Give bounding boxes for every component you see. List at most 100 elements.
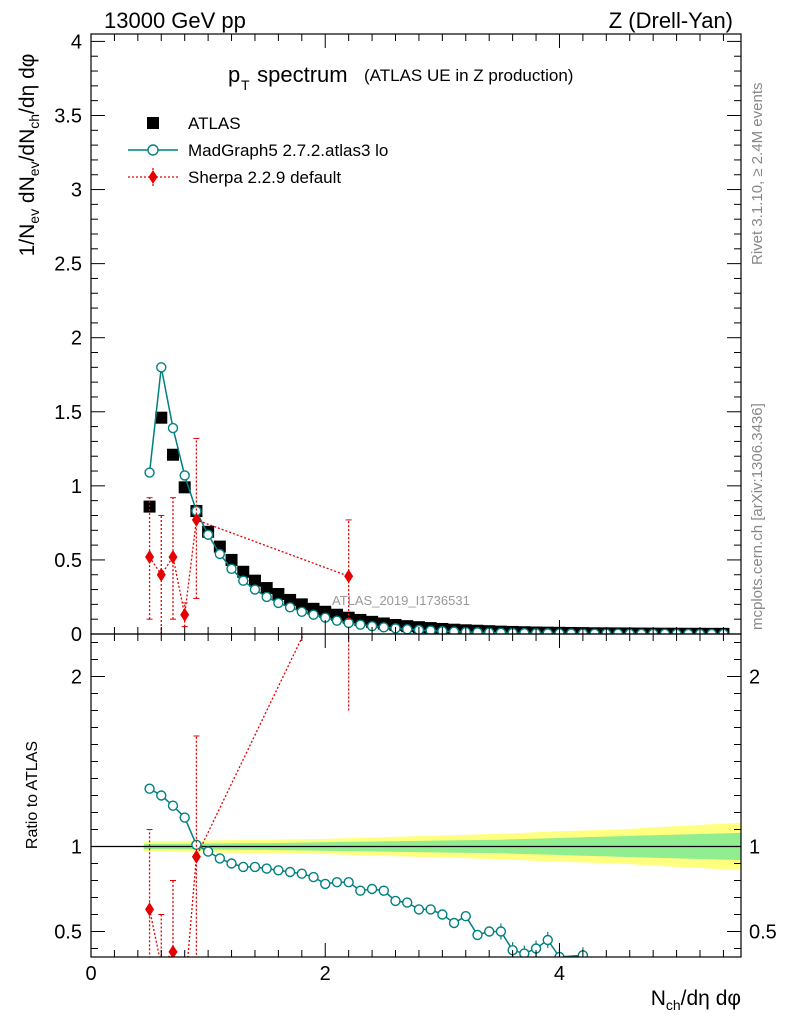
title-p: p xyxy=(228,62,240,87)
main-ylabel-sub2: ev xyxy=(26,161,42,176)
atlas-point xyxy=(295,598,308,611)
madgraph-ratio-point xyxy=(167,800,179,811)
atlas-point xyxy=(225,553,238,566)
main-ytick-label: 3 xyxy=(71,180,82,202)
madgraph-point xyxy=(167,422,179,434)
madgraph-ratio-point xyxy=(214,853,226,864)
madgraph-point xyxy=(273,597,284,609)
energy-label: 13000 GeV pp xyxy=(104,8,246,33)
xtick-label: 4 xyxy=(554,963,565,985)
sherpa-point xyxy=(180,607,190,622)
sherpa-point xyxy=(145,549,155,564)
madgraph-point xyxy=(343,617,354,629)
atlas-point xyxy=(248,574,261,587)
madgraph-ratio-point xyxy=(343,877,354,888)
legend-atlas-marker xyxy=(147,117,159,129)
sherpa-ratio-point xyxy=(180,987,189,1001)
main-axes: 0 0.5 1 1.5 2 2.5 3 3.5 4 xyxy=(54,31,742,646)
main-ylabel: 1/Nev dNev/dNch/dη dφ xyxy=(16,54,42,257)
sherpa-point xyxy=(191,512,201,527)
madgraph-point xyxy=(226,563,237,575)
ratio-ytick-label-right: 1 xyxy=(749,837,760,859)
madgraph-ratio-line xyxy=(149,788,583,957)
madgraph-point xyxy=(355,619,366,630)
madgraph-ratio-point xyxy=(226,858,237,869)
main-ylabel-part1: 1/N xyxy=(16,224,39,257)
madgraph-ratio-point xyxy=(378,885,389,896)
ratio-ylabel: Ratio to ATLAS xyxy=(24,741,41,849)
madgraph-point xyxy=(214,548,226,560)
madgraph-ratio-point xyxy=(320,878,331,890)
main-ylabel-part3: /dN xyxy=(16,129,39,162)
atlas-point xyxy=(284,593,297,606)
atlas-point xyxy=(272,588,285,600)
madgraph-ratio-point xyxy=(296,868,308,879)
madgraph-ratio-point xyxy=(425,904,436,915)
ratio-band-layer xyxy=(91,822,741,871)
atlas-point xyxy=(260,582,273,595)
xlabel: Nch/dη dφ xyxy=(651,987,741,1013)
madgraph-ratio-point xyxy=(144,783,155,794)
madgraph-point xyxy=(296,606,308,617)
xlabel-rest: /dη dφ xyxy=(681,987,741,1010)
analysis-watermark: ATLAS_2019_I1736531 xyxy=(332,593,470,608)
legend-madgraph-marker xyxy=(147,144,159,156)
sherpa-point xyxy=(344,569,354,584)
main-ytick-label: 1 xyxy=(71,476,82,498)
madgraph-point xyxy=(308,609,319,620)
madgraph-ratio-point xyxy=(460,911,471,922)
xlabel-sub: ch xyxy=(666,997,681,1013)
madgraph-point xyxy=(261,591,272,603)
madgraph-ratio-point xyxy=(402,897,413,908)
madgraph-point xyxy=(156,362,167,373)
xlabel-N: N xyxy=(651,987,666,1010)
madgraph-ratio-point xyxy=(331,877,343,888)
process-label: Z (Drell-Yan) xyxy=(609,8,733,33)
xtick-label: 2 xyxy=(320,963,331,985)
madgraph-point xyxy=(378,622,389,633)
madgraph-point xyxy=(519,627,530,634)
madgraph-point xyxy=(238,575,249,586)
madgraph-ratio-point xyxy=(284,866,296,878)
sherpa-ratio-point xyxy=(191,849,201,864)
title-sub: T xyxy=(241,77,250,93)
title-subtitle: (ATLAS UE in Z production) xyxy=(364,66,573,85)
madgraph-ratio-point xyxy=(202,846,214,857)
ratio-ytick-label: 1 xyxy=(71,837,82,859)
main-ylabel-part2: dN xyxy=(16,176,39,209)
main-ylabel-sub1: ev xyxy=(26,209,42,224)
madgraph-ratio-point xyxy=(390,895,401,907)
madgraph-ratio-point xyxy=(542,934,553,946)
main-ytick-label: 1.5 xyxy=(54,402,82,424)
atlas-point xyxy=(237,565,250,578)
ratio-ytick-label-right: 2 xyxy=(749,667,760,689)
madgraph-point xyxy=(284,602,296,613)
madgraph-ratio-point xyxy=(156,790,167,801)
main-ytick-label: 4 xyxy=(71,31,82,53)
madgraph-ratio-point xyxy=(355,885,366,896)
legend: ATLAS MadGraph5 2.7.2.atlas3 lo Sherpa 2… xyxy=(128,114,388,187)
madgraph-point xyxy=(402,624,413,634)
legend-madgraph-label: MadGraph5 2.7.2.atlas3 lo xyxy=(188,141,388,160)
madgraph-point xyxy=(249,584,261,595)
main-ytick-label: 2.5 xyxy=(54,254,82,276)
main-ytick-label: 3.5 xyxy=(54,105,82,127)
madgraph-ratio-point xyxy=(179,812,190,823)
main-ylabel-sub3: ch xyxy=(26,114,42,129)
madgraph-point xyxy=(472,627,483,634)
atlas-point xyxy=(155,411,168,424)
madgraph-point xyxy=(448,626,460,634)
ratio-series-layer xyxy=(144,634,589,1001)
madgraph-point xyxy=(202,529,214,540)
atlas-point xyxy=(166,448,179,461)
sherpa-ratio-line xyxy=(148,634,305,957)
main-ylabel-part4: /dη dφ xyxy=(16,54,39,114)
madgraph-point xyxy=(425,625,436,634)
madgraph-ratio-point xyxy=(519,948,530,957)
xtick-label: 0 xyxy=(85,963,96,985)
legend-atlas-label: ATLAS xyxy=(188,114,241,133)
ratio-ytick-label-right: 0.5 xyxy=(749,922,777,944)
madgraph-point xyxy=(542,628,553,634)
madgraph-ratio-point xyxy=(413,904,425,915)
